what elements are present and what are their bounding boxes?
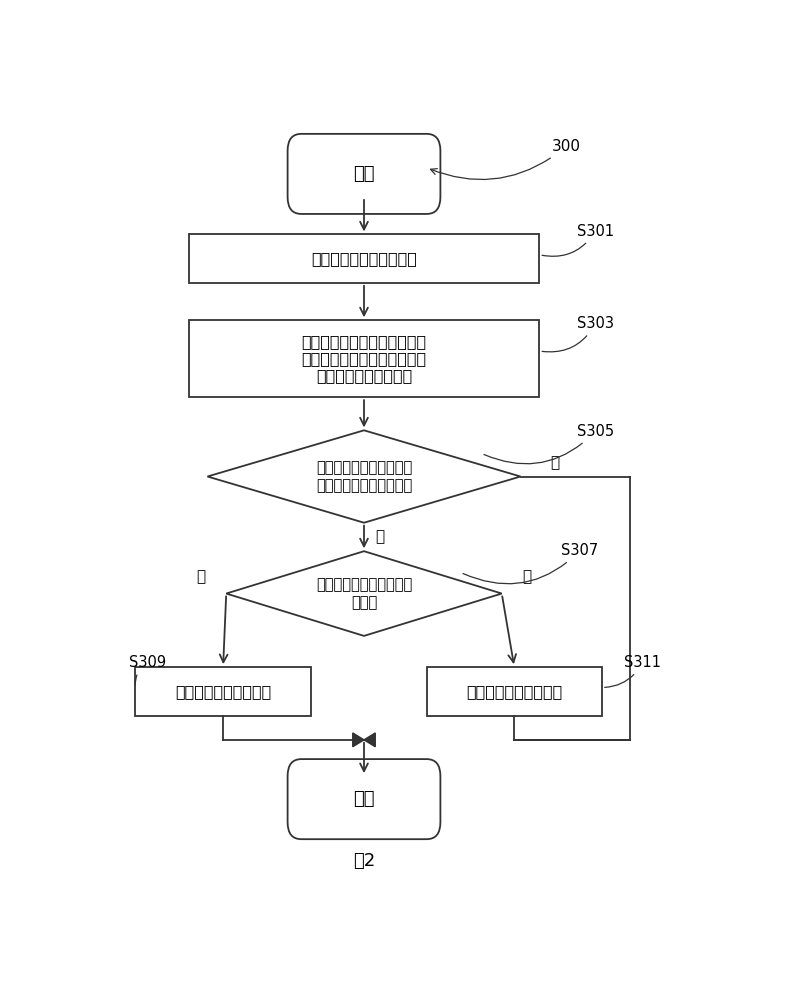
Text: 从外界音频波形数据中消去播
放的音频波形数据，得到环境
噪声波形数据的强度值: 从外界音频波形数据中消去播 放的音频波形数据，得到环境 噪声波形数据的强度值	[301, 334, 427, 384]
Polygon shape	[208, 430, 520, 523]
Polygon shape	[226, 551, 502, 636]
Text: 结束: 结束	[353, 790, 375, 808]
Text: S311: S311	[604, 655, 661, 687]
Bar	[188, 320, 540, 397]
Text: 移动速度值是否大于速度
参考值: 移动速度值是否大于速度 参考值	[316, 577, 412, 610]
Text: 否: 否	[550, 455, 560, 470]
Text: S309: S309	[129, 655, 166, 685]
Text: 采集外界的音频波形数据: 采集外界的音频波形数据	[311, 251, 417, 266]
FancyBboxPatch shape	[288, 134, 440, 214]
Text: 300: 300	[431, 139, 581, 180]
Bar	[188, 234, 540, 283]
Text: 开始: 开始	[353, 165, 375, 183]
Bar	[427, 667, 602, 716]
Text: S303: S303	[542, 316, 614, 352]
Polygon shape	[353, 733, 364, 747]
Text: 是: 是	[196, 569, 206, 584]
Text: 图2: 图2	[353, 852, 375, 870]
Text: 是: 是	[375, 529, 385, 544]
Text: 调大音频播放器的音量: 调大音频播放器的音量	[175, 684, 271, 699]
Text: S307: S307	[463, 543, 599, 584]
Text: S301: S301	[542, 224, 614, 256]
Polygon shape	[364, 733, 375, 747]
Text: 调小音频播放器的音量: 调小音频播放器的音量	[466, 684, 562, 699]
Text: 环境噪声波形数据的强度
值是否大于声音强度阈值: 环境噪声波形数据的强度 值是否大于声音强度阈值	[316, 460, 412, 493]
Text: S305: S305	[484, 424, 614, 464]
Bar	[136, 667, 311, 716]
FancyBboxPatch shape	[288, 759, 440, 839]
Text: 否: 否	[522, 569, 532, 584]
